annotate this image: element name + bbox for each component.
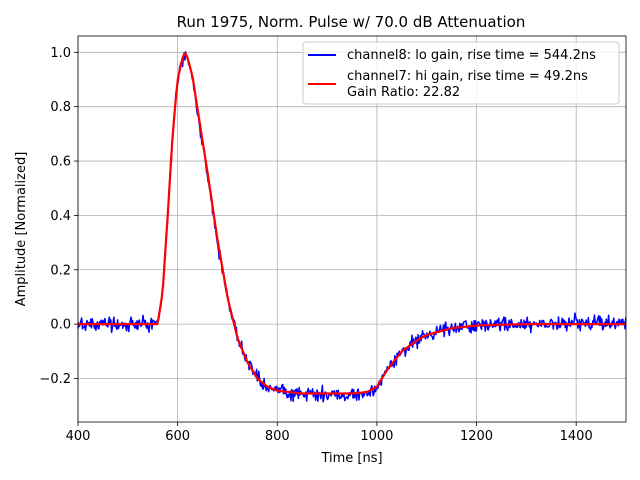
y-tick-label: 0.6 [50, 155, 71, 170]
y-axis-label: Amplitude [Normalized] [14, 152, 29, 307]
y-tick-label: 0.2 [50, 263, 71, 278]
x-axis-ticks: 400 600 800 1000 1200 1400 [66, 422, 593, 444]
x-tick-label: 1200 [460, 429, 493, 444]
y-tick-label: 0.0 [50, 318, 71, 333]
x-axis-label: Time [ns] [320, 451, 382, 466]
legend-label-channel7: channel7: hi gain, rise time = 49.2ns [347, 69, 588, 84]
chart-title: Run 1975, Norm. Pulse w/ 70.0 dB Attenua… [177, 13, 526, 31]
x-tick-label: 1400 [560, 429, 593, 444]
legend-label-channel8: channel8: lo gain, rise time = 544.2ns [347, 48, 596, 63]
y-axis-ticks: −0.2 0.0 0.2 0.4 0.6 0.8 1.0 [39, 46, 78, 387]
grid-lines [77, 36, 626, 422]
plot-lines [77, 51, 627, 403]
legend-box [302, 41, 620, 105]
x-tick-label: 1000 [360, 429, 393, 444]
y-tick-label: 0.4 [50, 209, 71, 224]
y-tick-label: 0.8 [50, 100, 71, 115]
x-tick-label: 400 [66, 429, 91, 444]
plot-frame [77, 35, 627, 423]
legend-gain-ratio: Gain Ratio: 22.82 [347, 85, 460, 100]
legend: channel8: lo gain, rise time = 544.2ns c… [302, 41, 620, 105]
x-tick-label: 600 [165, 429, 190, 444]
series-line-channel7 [78, 52, 625, 395]
x-tick-label: 800 [265, 429, 290, 444]
y-tick-label: −0.2 [39, 372, 71, 387]
y-tick-label: 1.0 [50, 46, 71, 61]
